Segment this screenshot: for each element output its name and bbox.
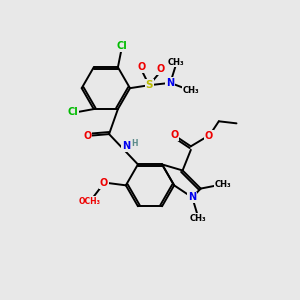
- Text: O: O: [156, 64, 164, 74]
- Text: CH₃: CH₃: [183, 86, 199, 95]
- Text: OCH₃: OCH₃: [79, 197, 101, 206]
- Text: Cl: Cl: [116, 41, 127, 51]
- Text: CH₃: CH₃: [215, 180, 231, 189]
- Text: N: N: [188, 192, 196, 203]
- Text: N: N: [166, 78, 174, 88]
- Text: CH₃: CH₃: [167, 58, 184, 67]
- Text: O: O: [83, 130, 92, 141]
- Text: O: O: [205, 131, 213, 141]
- Text: Cl: Cl: [68, 107, 79, 117]
- Text: CH₃: CH₃: [189, 214, 206, 223]
- Text: H: H: [131, 139, 137, 148]
- Text: O: O: [138, 62, 146, 72]
- Text: S: S: [146, 80, 153, 90]
- Text: O: O: [100, 178, 108, 188]
- Text: N: N: [122, 141, 130, 151]
- Text: O: O: [170, 130, 178, 140]
